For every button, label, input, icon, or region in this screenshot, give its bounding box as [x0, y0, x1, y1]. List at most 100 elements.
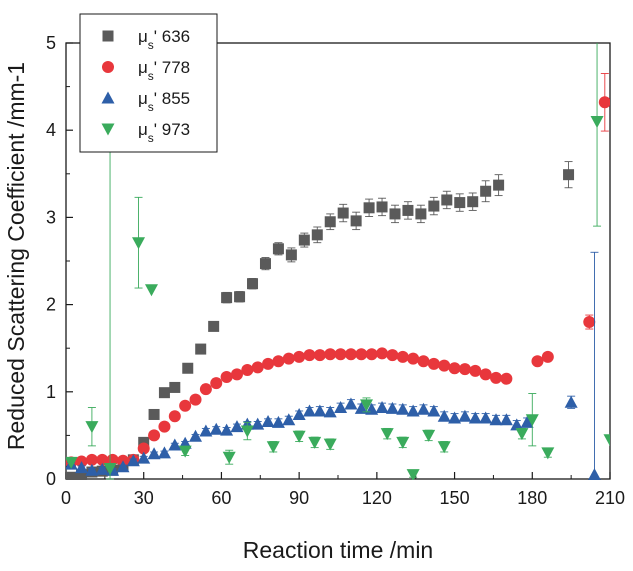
data-point [365, 348, 378, 361]
x-axis-title: Reaction time /min [243, 537, 433, 563]
data-point [282, 352, 295, 365]
data-point [282, 413, 296, 426]
legend-marker-636 [102, 30, 114, 42]
data-point [468, 411, 482, 424]
data-point [292, 430, 306, 443]
data-point [448, 362, 461, 375]
y-tick-label: 0 [46, 469, 56, 489]
legend-marker-973 [101, 123, 115, 136]
data-point [416, 402, 430, 415]
data-point [515, 428, 529, 441]
data-point [292, 407, 306, 420]
data-point [479, 411, 493, 424]
data-point [178, 445, 192, 458]
data-point [469, 364, 482, 377]
data-point [407, 352, 420, 365]
x-tick-label: 210 [595, 488, 625, 508]
data-point [344, 348, 357, 361]
data-point [158, 420, 171, 433]
data-point [221, 292, 233, 304]
data-point [590, 115, 604, 128]
data-point [251, 417, 265, 430]
data-point [510, 418, 524, 431]
legend-label-778: μs' 778 [138, 58, 190, 83]
data-point [354, 401, 368, 414]
series-778 [66, 73, 610, 469]
data-point [75, 461, 89, 474]
legend: μs' 636 μs' 778 μs' 855 μs' 973 [79, 13, 218, 153]
data-point [323, 405, 337, 418]
x-axis-ticks: 0 30 60 90 120 150 180 210 [61, 472, 625, 508]
data-point [363, 202, 375, 214]
data-point [415, 208, 427, 220]
data-point [116, 460, 130, 473]
y-axis-title: Reduced Scattering Coefficient /mm-1 [3, 62, 29, 450]
data-point [285, 249, 297, 261]
data-point [138, 436, 150, 448]
data-point [376, 201, 388, 213]
data-point [417, 355, 430, 368]
data-point [210, 377, 223, 390]
data-point [422, 429, 436, 442]
data-point [355, 348, 368, 361]
x-tick-label: 180 [517, 488, 547, 508]
data-point [520, 415, 534, 428]
data-point [427, 404, 441, 417]
legend-label-973: μs' 973 [138, 120, 190, 145]
data-point [259, 258, 271, 270]
data-point [195, 343, 207, 355]
data-point [179, 399, 192, 412]
legend-label-855: μs' 855 [138, 89, 190, 114]
data-point [525, 414, 539, 427]
data-point [189, 429, 203, 442]
data-point [313, 404, 327, 417]
legend-marker-778 [102, 61, 114, 73]
data-point [148, 429, 161, 442]
y-tick-label: 4 [46, 120, 56, 140]
data-point [168, 438, 182, 451]
data-point [66, 471, 77, 480]
data-point [241, 364, 254, 376]
data-point [563, 169, 575, 181]
data-point [220, 370, 233, 383]
data-point [85, 421, 99, 434]
data-point [311, 229, 323, 241]
data-point [350, 215, 362, 227]
data-point [182, 362, 194, 374]
series-855 [66, 251, 601, 480]
data-point [230, 368, 243, 381]
legend-marker-855 [101, 91, 115, 104]
data-point [262, 357, 275, 370]
series-layer [66, 43, 610, 480]
data-point [261, 414, 275, 427]
data-point [334, 348, 347, 361]
data-point [499, 413, 513, 426]
x-tick-label: 30 [134, 488, 154, 508]
data-point [85, 453, 98, 466]
data-point [396, 436, 410, 449]
data-point [208, 320, 220, 332]
data-point [303, 349, 316, 362]
data-point [199, 383, 212, 396]
data-point [441, 194, 453, 206]
data-point [385, 401, 399, 414]
data-point [271, 415, 285, 428]
y-tick-label: 2 [46, 295, 56, 315]
data-point [293, 350, 306, 363]
data-point [428, 200, 440, 212]
legend-label-636: μs' 636 [138, 27, 190, 52]
x-tick-label: 150 [440, 488, 470, 508]
data-point [222, 451, 236, 464]
data-point [402, 204, 414, 216]
data-point [396, 402, 410, 415]
y-axis-ticks: 0 1 2 3 4 5 [46, 33, 73, 489]
x-tick-label: 90 [289, 488, 309, 508]
data-point [126, 454, 140, 467]
data-point [148, 408, 160, 420]
data-point [380, 428, 394, 441]
data-point [303, 404, 317, 417]
data-point [308, 436, 322, 449]
data-point [169, 381, 181, 393]
data-point [199, 424, 213, 437]
data-point [493, 179, 505, 191]
